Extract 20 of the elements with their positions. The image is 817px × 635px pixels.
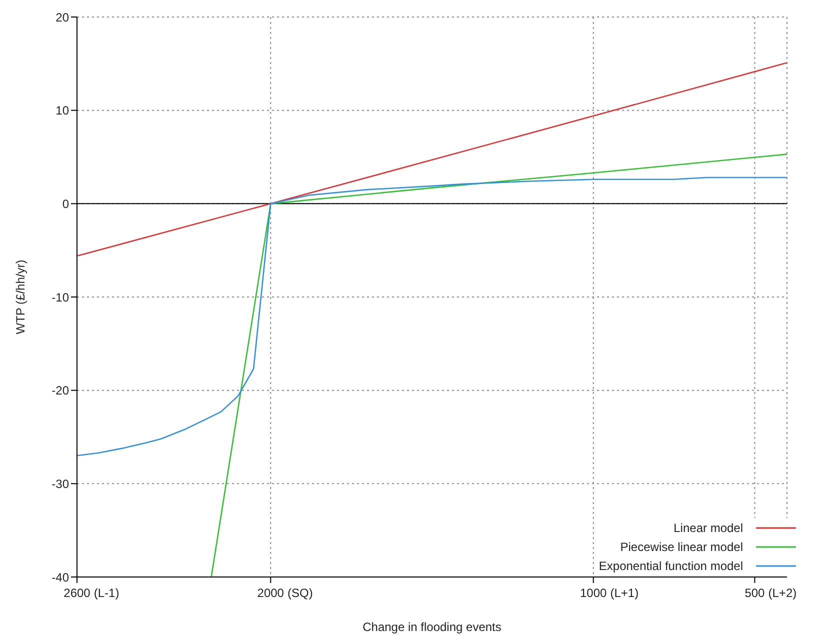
y-axis-title: WTP (£/hh/yr) — [13, 260, 28, 334]
legend-label: Piecewise linear model — [620, 540, 743, 554]
y-tick-label: -20 — [52, 384, 70, 398]
legend-label: Linear model — [674, 520, 743, 534]
y-tick-label: 0 — [62, 196, 70, 211]
y-tick-label: 10 — [56, 104, 70, 118]
x-tick-label: 2000 — [257, 586, 284, 600]
x-tick-label: 2600 — [64, 586, 91, 600]
y-tick-label: -40 — [52, 570, 70, 584]
y-tick-label: -30 — [52, 476, 70, 491]
y-tick-label: 20 — [56, 10, 70, 24]
x-tick-label: 1000 — [580, 586, 608, 600]
text: (L+1) — [610, 586, 639, 600]
legend-label: Exponential function model — [598, 558, 743, 572]
text: (L+2) — [768, 586, 797, 600]
text: (SQ) — [288, 586, 313, 600]
y-tick-label: -10 — [52, 290, 70, 304]
x-tick-label: 500 — [744, 586, 766, 600]
x-axis-title: Change in flooding events — [362, 620, 502, 634]
text: (L-1) — [94, 586, 120, 600]
